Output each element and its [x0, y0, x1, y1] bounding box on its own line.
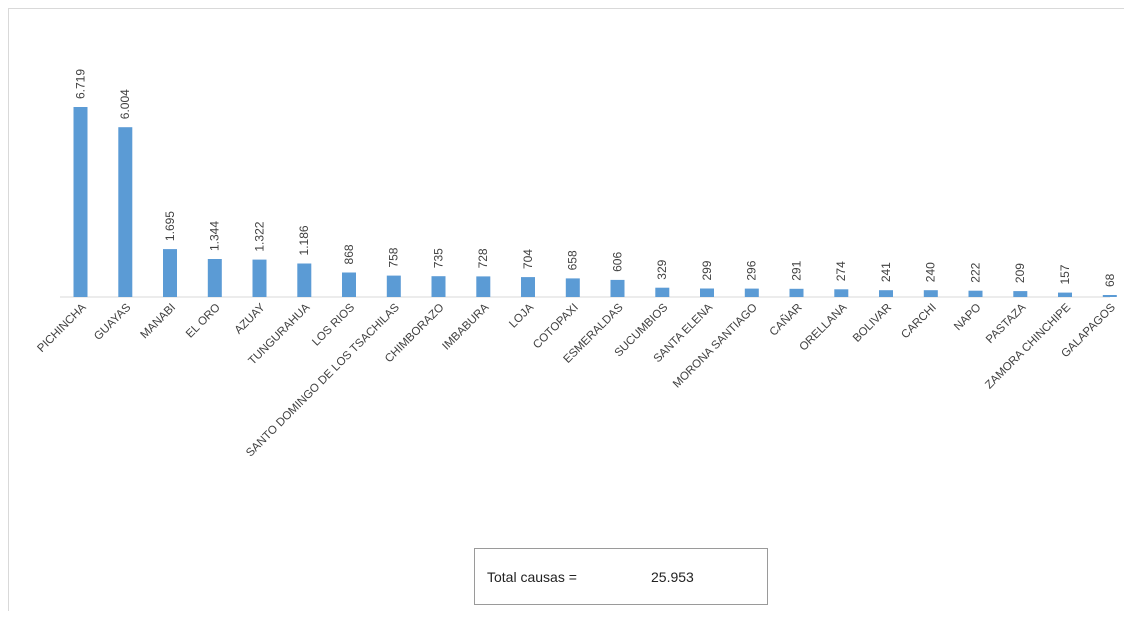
bars-group	[73, 107, 1117, 297]
bar-azuay	[252, 259, 267, 297]
bar-santo-domingo-de-los-tsachilas	[386, 275, 401, 297]
category-label-zamora-chinchipe: ZAMORA CHINCHIPE	[983, 301, 1073, 391]
value-label-zamora-chinchipe: 157	[1058, 264, 1072, 284]
bar-bolivar	[879, 290, 893, 297]
category-label-morona-santiago: MORONA SANTIAGO	[671, 302, 760, 391]
value-label-carchi: 240	[924, 262, 938, 282]
value-label-azuay: 1.322	[253, 221, 267, 251]
value-label-los-rios: 868	[342, 244, 356, 264]
bar-los-rios	[342, 272, 356, 297]
bar-pastaza	[1013, 291, 1028, 297]
bar-morona-santiago	[744, 288, 759, 297]
chart-frame	[8, 8, 1124, 611]
value-label-canar: 291	[790, 260, 804, 280]
category-label-loja: LOJA	[507, 301, 536, 330]
bar-tungurahua	[297, 263, 312, 297]
value-label-orellana: 274	[834, 261, 848, 281]
value-label-napo: 222	[969, 262, 983, 282]
category-label-bolivar: BOLIVAR	[851, 302, 894, 345]
category-label-carchi: CARCHI	[899, 302, 939, 342]
category-label-manabi: MANABI	[138, 302, 178, 342]
category-label-orellana: ORELLANA	[797, 301, 849, 353]
value-label-chimborazo: 735	[432, 248, 446, 268]
bar-cotopaxi	[565, 278, 580, 297]
value-label-manabi: 1.695	[163, 211, 177, 241]
bar-carchi	[923, 290, 938, 297]
category-label-napo: NAPO	[952, 302, 984, 334]
value-label-sucumbios: 329	[655, 259, 669, 279]
bar-galapagos	[1102, 295, 1117, 297]
value-label-santo-domingo-de-los-tsachilas: 758	[387, 247, 401, 267]
value-label-tungurahua: 1.186	[297, 225, 311, 255]
value-label-bolivar: 241	[879, 262, 893, 282]
category-label-pichincha: PICHINCHA	[35, 301, 88, 354]
value-label-morona-santiago: 296	[745, 260, 759, 280]
value-label-galapagos: 68	[1103, 273, 1117, 287]
total-box: Total causas = 25.953	[474, 548, 768, 605]
category-labels-group: PICHINCHA GUAYAS MANABI EL ORO AZUAYTUNGURAH…	[35, 301, 1118, 459]
total-value: 25.953	[651, 569, 694, 585]
value-labels-group: 6.719 6.004 1.695 1.344 1.322 1.186 868 758 735 7…	[74, 69, 1117, 287]
bar-pichincha	[73, 107, 88, 297]
bar-sucumbios	[655, 287, 670, 297]
bar-imbabura	[476, 276, 491, 297]
value-label-imbabura: 728	[476, 248, 490, 268]
category-label-canar: CAÑAR	[767, 301, 805, 339]
bar-canar	[789, 288, 804, 297]
bar-orellana	[834, 289, 849, 297]
bar-chimborazo	[431, 276, 446, 297]
category-label-pastaza: PASTAZA	[984, 301, 1029, 346]
value-label-guayas: 6.004	[118, 89, 132, 119]
bar-manabi	[163, 249, 177, 297]
value-label-pichincha: 6.719	[74, 69, 88, 99]
bar-zamora-chinchipe	[1058, 292, 1072, 297]
bar-esmeraldas	[610, 279, 625, 297]
value-label-el-oro: 1.344	[208, 221, 222, 251]
value-label-loja: 704	[521, 249, 535, 269]
bar-el-oro	[207, 259, 222, 297]
value-label-cotopaxi: 658	[566, 250, 580, 270]
value-label-esmeraldas: 606	[611, 252, 625, 272]
category-label-guayas: GUAYAS	[92, 301, 133, 342]
category-label-cotopaxi: COTOPAXI	[531, 302, 581, 352]
value-label-santa-elena: 299	[700, 260, 714, 280]
category-label-azuay: AZUAY	[233, 301, 268, 336]
category-label-imbabura: IMBABURA	[440, 301, 491, 352]
total-label: Total causas =	[487, 569, 577, 585]
value-label-pastaza: 209	[1013, 263, 1027, 283]
bar-napo	[968, 290, 983, 297]
bar-loja	[521, 277, 535, 297]
bar-guayas	[118, 127, 133, 297]
bar-santa-elena	[700, 288, 714, 297]
category-label-santo-domingo-de-los-tsachilas: SANTO DOMINGO DE LOS TSACHILAS	[244, 301, 402, 459]
category-label-el-oro: EL ORO	[184, 302, 223, 341]
category-label-los-rios: LOS RIOS	[310, 301, 357, 348]
